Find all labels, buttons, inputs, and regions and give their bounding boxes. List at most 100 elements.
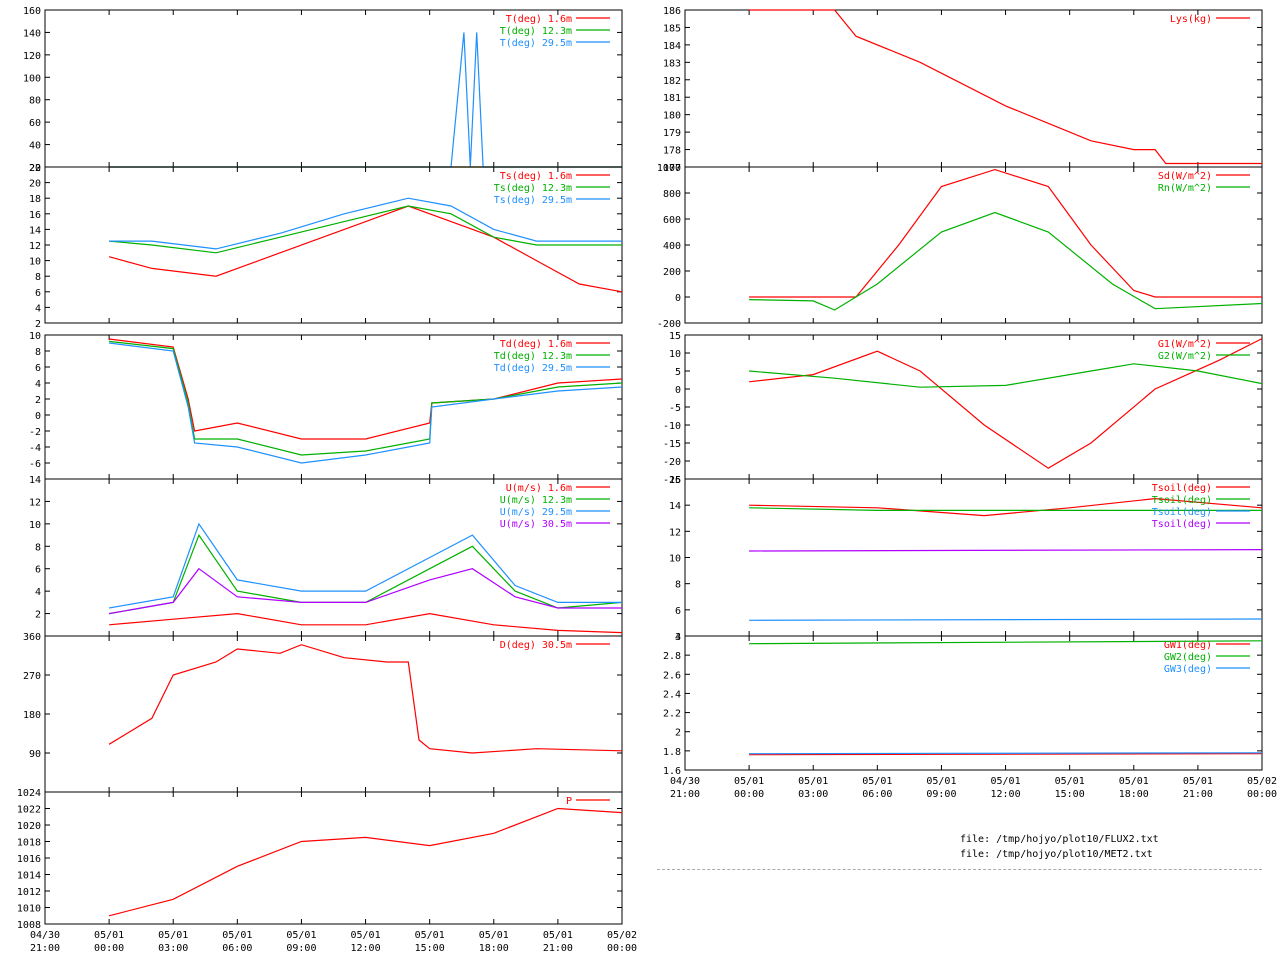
y-tick-label: 1018 [17, 838, 41, 849]
y-tick-label: 1022 [17, 805, 41, 816]
legend-label: GW1(deg) [1164, 640, 1212, 651]
y-tick-label: 12 [29, 497, 41, 508]
legend-label: D(deg) 30.5m [500, 640, 572, 651]
y-tick-label: 12 [29, 241, 41, 252]
left-x-label-date: 05/01 [94, 930, 124, 941]
y-tick-label: -5 [669, 403, 681, 414]
y-tick-label: 12 [669, 527, 681, 538]
y-tick-label: 90 [29, 749, 41, 760]
y-tick-label: 10 [29, 520, 41, 531]
y-tick-label: 200 [663, 267, 681, 278]
y-tick-label: 16 [29, 210, 41, 221]
right-x-label-time: 09:00 [926, 789, 956, 800]
y-tick-label: 2 [35, 610, 41, 621]
left-x-label-time: 18:00 [479, 943, 509, 954]
y-tick-label: 1010 [17, 904, 41, 915]
left-x-label-date: 05/01 [415, 930, 445, 941]
legend-label: T(deg) 12.3m [500, 26, 572, 37]
y-tick-label: 80 [29, 96, 41, 107]
right-x-label-date: 04/30 [670, 776, 700, 787]
left-x-label-time: 21:00 [543, 943, 573, 954]
legend-label: Tsoil(deg) [1152, 495, 1212, 506]
y-tick-label: 5 [675, 367, 681, 378]
y-tick-label: 6 [35, 565, 41, 576]
left-x-label-date: 05/02 [607, 930, 637, 941]
y-tick-label: 16 [669, 475, 681, 486]
series-line-td-0 [109, 338, 623, 440]
legend-label: Ts(deg) 12.3m [494, 183, 572, 194]
right-x-label-time: 00:00 [1247, 789, 1277, 800]
panel-frame [684, 635, 1263, 771]
file-label-met: file: /tmp/hojyo/plot10/MET2.txt [960, 849, 1153, 860]
left-x-label-time: 00:00 [94, 943, 124, 954]
right-x-label-date: 05/01 [926, 776, 956, 787]
y-tick-label: 15 [669, 331, 681, 342]
y-tick-label: 184 [663, 41, 681, 52]
y-tick-label: 800 [663, 189, 681, 200]
y-tick-label: 177 [663, 163, 681, 174]
left-x-label-date: 05/01 [479, 930, 509, 941]
series-line-lys-0 [749, 9, 1262, 165]
left-x-label-date: 05/01 [351, 930, 381, 941]
legend-label: Td(deg) 12.3m [494, 351, 572, 362]
legend-label: GW2(deg) [1164, 652, 1212, 663]
legend-label: GW3(deg) [1164, 664, 1212, 675]
legend-label: T(deg) 1.6m [506, 14, 572, 25]
right-x-label-date: 05/01 [1183, 776, 1213, 787]
y-tick-label: 8 [35, 272, 41, 283]
y-tick-label: 1012 [17, 887, 41, 898]
y-tick-label: 1020 [17, 821, 41, 832]
series-line-tsoil-0 [749, 497, 1263, 517]
y-tick-label: 178 [663, 146, 681, 157]
y-tick-label: 4 [35, 587, 41, 598]
left-x-label-time: 12:00 [351, 943, 381, 954]
legend-label: Tsoil(deg) [1152, 507, 1212, 518]
y-tick-label: -15 [663, 439, 681, 450]
series-line-tsoil-1 [749, 507, 1262, 511]
y-tick-label: 100 [23, 73, 41, 84]
left-x-label-date: 05/01 [543, 930, 573, 941]
y-tick-label: 22 [29, 163, 41, 174]
file-label-flux: file: /tmp/hojyo/plot10/FLUX2.txt [960, 834, 1159, 845]
y-tick-label: -200 [657, 319, 681, 330]
y-tick-label: 360 [23, 632, 41, 643]
series-line-gw-0 [749, 753, 1263, 756]
y-tick-label: -10 [663, 421, 681, 432]
left-x-label-date: 05/01 [222, 930, 252, 941]
y-tick-label: 183 [663, 58, 681, 69]
right-x-label-time: 03:00 [798, 789, 828, 800]
y-tick-label: 270 [23, 671, 41, 682]
legend-label: Tsoil(deg) [1152, 519, 1212, 530]
y-tick-label: 14 [29, 225, 41, 236]
y-tick-label: 8 [675, 580, 681, 591]
y-tick-label: 20 [29, 179, 41, 190]
legend-label: Ts(deg) 1.6m [500, 171, 572, 182]
y-tick-label: 186 [663, 6, 681, 17]
right-x-label-date: 05/01 [991, 776, 1021, 787]
right-x-label-date: 05/01 [1119, 776, 1149, 787]
panel-t: 20 40 60 80 100 120 140 160 T(deg) 1.6mT(deg) 12… [23, 6, 623, 174]
left-x-label-date: 04/30 [30, 930, 60, 941]
y-tick-label: 10 [669, 349, 681, 360]
series-line-u-2 [108, 522, 622, 609]
y-tick-label: 0 [675, 293, 681, 304]
y-tick-label: 600 [663, 215, 681, 226]
y-tick-label: 14 [669, 501, 681, 512]
series-line-p-0 [108, 807, 623, 917]
legend-label: Td(deg) 1.6m [500, 339, 572, 350]
series-line-g-1 [749, 363, 1263, 388]
series-line-g-0 [749, 338, 1263, 469]
y-tick-label: 2.8 [663, 651, 681, 662]
y-tick-label: 1014 [17, 871, 41, 882]
y-tick-label: 160 [23, 6, 41, 17]
y-tick-label: 4 [35, 303, 41, 314]
y-tick-label: 40 [29, 141, 41, 152]
legend-label: Lys(kg) [1170, 14, 1212, 25]
series-line-td-2 [109, 342, 623, 464]
series-line-gw-1 [749, 640, 1263, 645]
series-line-gw-2 [749, 752, 1263, 755]
left-x-label-time: 00:00 [607, 943, 637, 954]
